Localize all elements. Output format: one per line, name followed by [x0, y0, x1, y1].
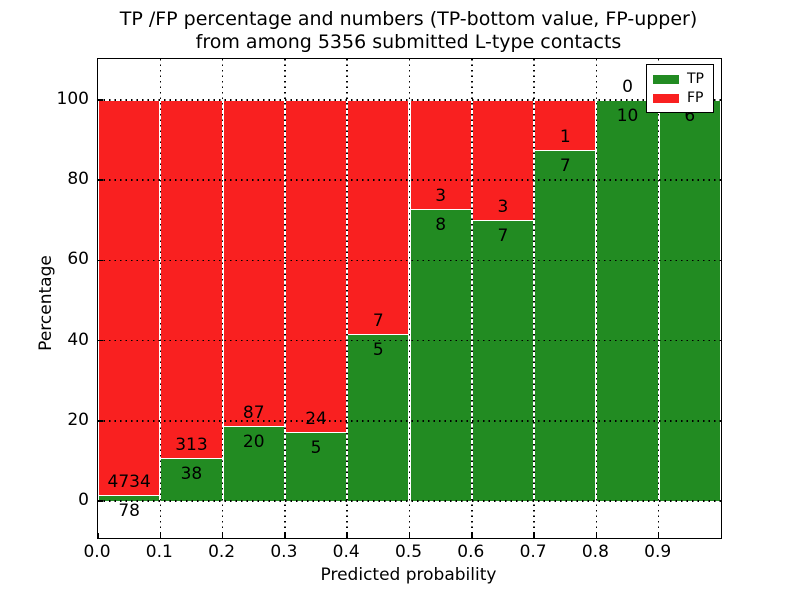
legend-item-fp: FP — [653, 91, 707, 105]
tp-bar-segment — [658, 100, 721, 501]
y-tick-label: 80 — [67, 169, 89, 190]
fp-bar-segment — [347, 100, 410, 334]
x-gridline — [221, 59, 224, 538]
x-gridline — [159, 59, 162, 538]
fp-count-annotation: 3 — [497, 197, 509, 218]
x-tick-label: 0.9 — [644, 542, 672, 562]
fp-count-annotation: 1 — [559, 127, 571, 148]
y-tick-mark — [98, 259, 103, 262]
tp-bar-segment — [596, 100, 659, 501]
fp-count-annotation: 313 — [175, 434, 208, 455]
x-gridline — [346, 59, 348, 538]
tp-count-annotation: 6 — [684, 106, 696, 126]
y-tick-label: 100 — [56, 89, 89, 109]
y-tick-mark — [98, 99, 103, 101]
chart-title-line2: from among 5356 submitted L-type contact… — [195, 31, 622, 53]
tp-bar-segment — [534, 150, 597, 501]
fp-count-annotation: 87 — [242, 403, 265, 424]
fp-bar-segment — [222, 100, 285, 427]
y-tick-label: 0 — [78, 490, 89, 510]
y-tick-label: 40 — [67, 329, 89, 350]
x-tick-label: 0.1 — [145, 542, 173, 562]
tp-count-annotation: 8 — [435, 215, 447, 236]
fp-bar-segment — [160, 100, 223, 458]
fp-count-annotation: 3 — [435, 186, 447, 207]
tp-bar-segment — [471, 220, 535, 501]
fp-count-annotation: 0 — [622, 77, 633, 97]
x-tick-mark — [221, 533, 224, 538]
x-gridline — [284, 59, 286, 538]
y-tick-mark — [98, 339, 103, 342]
tp-count-annotation: 7 — [497, 226, 509, 247]
tp-count-annotation: 5 — [310, 437, 322, 458]
legend: TP FP — [646, 64, 714, 113]
fp-count-annotation: 24 — [305, 408, 327, 429]
legend-label-fp: FP — [687, 90, 704, 106]
y-tick-label: 20 — [67, 409, 89, 430]
x-gridline — [595, 59, 598, 538]
x-tick-mark — [159, 533, 162, 538]
legend-item-tp: TP — [653, 72, 707, 86]
x-tick-label: 0.6 — [457, 542, 485, 562]
x-tick-mark — [657, 533, 660, 538]
y-tick-mark — [98, 179, 103, 181]
x-tick-label: 0.3 — [270, 542, 298, 562]
tp-swatch-icon — [653, 74, 679, 84]
fp-count-annotation: 7 — [372, 310, 384, 331]
x-tick-label: 0.4 — [332, 542, 360, 562]
x-tick-label: 0.2 — [208, 542, 236, 562]
chart-title: TP /FP percentage and numbers (TP-bottom… — [97, 8, 720, 54]
x-tick-mark — [408, 533, 411, 538]
x-tick-mark — [346, 533, 348, 538]
tp-bar-segment — [347, 333, 410, 501]
x-tick-mark — [97, 533, 99, 538]
x-tick-label: 0.8 — [581, 542, 609, 562]
x-gridline — [408, 59, 411, 538]
x-tick-label: 0.7 — [519, 542, 547, 562]
x-axis-label: Predicted probability — [320, 565, 497, 585]
legend-label-tp: TP — [687, 71, 704, 87]
chart-title-line1: TP /FP percentage and numbers (TP-bottom… — [119, 8, 698, 30]
x-tick-mark — [284, 533, 286, 538]
x-gridline — [533, 59, 535, 538]
fp-bar-segment — [98, 100, 161, 495]
tp-count-annotation: 20 — [242, 432, 265, 453]
fp-swatch-icon — [653, 93, 679, 103]
tp-count-annotation: 5 — [372, 339, 384, 360]
fp-bar-segment — [284, 100, 348, 432]
x-tick-mark — [471, 533, 473, 538]
tp-count-annotation: 38 — [180, 463, 203, 484]
y-tick-mark — [98, 420, 103, 422]
tp-bar-segment — [222, 426, 285, 501]
x-tick-mark — [533, 533, 535, 538]
y-tick-label: 60 — [67, 249, 89, 270]
y-tick-mark — [98, 500, 103, 502]
x-gridline — [657, 59, 660, 538]
tp-count-annotation: 78 — [118, 500, 140, 521]
fp-count-annotation: 4734 — [107, 471, 151, 492]
tp-bar-segment — [409, 209, 472, 501]
x-gridline — [471, 59, 473, 538]
tp-count-annotation: 10 — [616, 106, 639, 126]
x-tick-mark — [595, 533, 598, 538]
x-tick-label: 0.0 — [83, 542, 111, 562]
plot-area: TP FP 4734783133887202457538371701006 — [97, 58, 722, 539]
x-tick-label: 0.5 — [394, 542, 423, 562]
tp-count-annotation: 7 — [559, 156, 571, 177]
